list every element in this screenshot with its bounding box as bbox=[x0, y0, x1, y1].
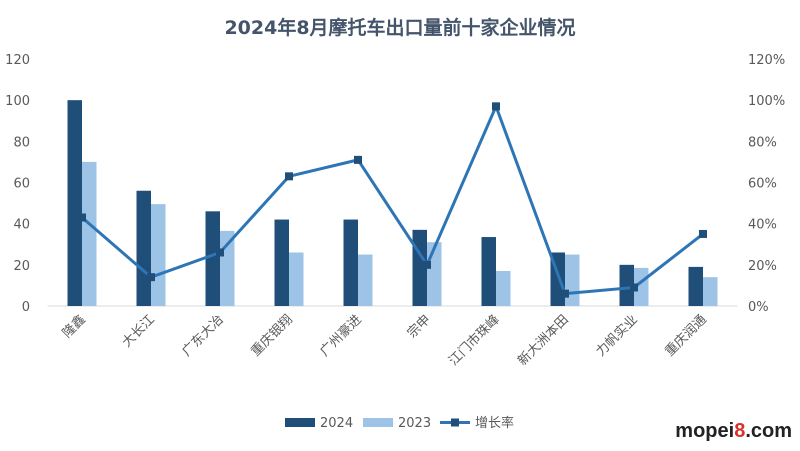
legend-marker-growth bbox=[451, 418, 459, 427]
y-tick-label: 100 bbox=[5, 94, 30, 109]
x-tick-label: 重庆银翔 bbox=[248, 312, 296, 360]
growth-rate-marker bbox=[492, 102, 500, 111]
bar-2023 bbox=[82, 161, 97, 306]
legend-swatch-2023 bbox=[363, 418, 393, 427]
legend-swatch-2024 bbox=[285, 418, 315, 427]
bar-2023 bbox=[358, 254, 373, 306]
bar-2024 bbox=[67, 100, 82, 307]
x-tick-label: 广东大冶 bbox=[179, 312, 226, 359]
bar-2023 bbox=[289, 252, 304, 306]
x-tick-label: 宗申 bbox=[404, 312, 434, 342]
growth-rate-marker bbox=[354, 155, 362, 164]
x-tick-label: 广州豪进 bbox=[317, 312, 365, 360]
y2-tick-label: 0% bbox=[748, 300, 769, 315]
y-tick-label: 60 bbox=[13, 177, 30, 192]
growth-rate-marker bbox=[561, 289, 569, 298]
bar-2024 bbox=[343, 219, 358, 306]
y2-tick-label: 80% bbox=[748, 135, 777, 150]
growth-rate-line bbox=[81, 102, 704, 296]
bar-2024 bbox=[274, 219, 289, 306]
bar-2023 bbox=[151, 204, 166, 306]
bar-2023 bbox=[220, 230, 235, 306]
x-tick-label: 大长江 bbox=[120, 312, 158, 350]
y-tick-label: 40 bbox=[13, 218, 30, 233]
chart-title: 2024年8月摩托车出口量前十家企业情况 bbox=[224, 16, 575, 39]
y2-tick-label: 120% bbox=[748, 53, 785, 68]
y2-tick-label: 100% bbox=[748, 94, 785, 109]
growth-rate-marker bbox=[699, 229, 707, 238]
x-tick-label: 力帆实业 bbox=[593, 312, 640, 359]
y-tick-label: 0 bbox=[22, 300, 30, 315]
y-tick-label: 80 bbox=[13, 135, 30, 150]
bar-2024 bbox=[136, 190, 151, 306]
x-tick-label: 江门市珠峰 bbox=[446, 312, 503, 369]
x-tick-label: 新大洲本田 bbox=[515, 312, 572, 369]
y-tick-label: 120 bbox=[5, 53, 30, 68]
x-tick-label: 隆鑫 bbox=[59, 312, 89, 342]
x-tick-label: 重庆润通 bbox=[662, 312, 710, 360]
bar-2024 bbox=[205, 211, 220, 306]
y-tick-label: 20 bbox=[13, 259, 30, 274]
bar-2023 bbox=[565, 254, 580, 306]
watermark: mopei8.com bbox=[675, 420, 792, 442]
growth-rate-marker bbox=[423, 260, 431, 269]
growth-rate-marker bbox=[285, 172, 293, 181]
y2-tick-label: 40% bbox=[748, 218, 777, 233]
legend-label-2023: 2023 bbox=[398, 416, 431, 431]
growth-rate-marker bbox=[630, 283, 638, 292]
bar-2024 bbox=[688, 266, 703, 306]
growth-rate-marker bbox=[78, 213, 86, 222]
bar-2023 bbox=[703, 277, 718, 306]
y2-tick-label: 20% bbox=[748, 259, 777, 274]
bar-2024 bbox=[619, 264, 634, 306]
legend-label-2024: 2024 bbox=[320, 416, 353, 431]
legend-label-growth: 增长率 bbox=[475, 415, 514, 431]
y2-tick-label: 60% bbox=[748, 177, 777, 192]
growth-rate-marker bbox=[216, 248, 224, 257]
growth-rate-marker bbox=[147, 273, 155, 282]
bar-2023 bbox=[496, 271, 511, 306]
bar-2024 bbox=[481, 237, 496, 306]
